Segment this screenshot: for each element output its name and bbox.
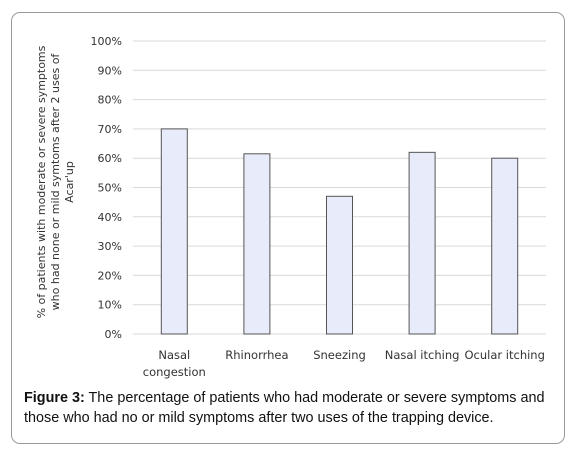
y-tick-label: 90% <box>98 64 122 77</box>
y-tick-label: 100% <box>91 35 122 48</box>
bar <box>326 195 353 335</box>
bars <box>160 128 519 335</box>
y-tick-label: 10% <box>98 299 122 312</box>
figure-frame <box>11 12 565 444</box>
y-tick-label: 50% <box>98 182 122 195</box>
x-tick-label: Ocular itching <box>465 348 545 362</box>
figure-label: Figure 3: <box>24 390 85 406</box>
x-tick-label: Nasal itching <box>385 348 460 362</box>
y-axis-label: % of patients with moderate or severe sy… <box>35 37 77 327</box>
y-tick-label: 30% <box>98 240 122 253</box>
x-tick-label: congestion <box>143 365 206 379</box>
gridlines <box>133 40 546 335</box>
y-tick-label: 60% <box>98 152 122 165</box>
x-tick-labels: Nasal congestion Rhinorrhea Sneezing Nasal i… <box>143 348 545 379</box>
y-tick-label: 0% <box>105 328 122 341</box>
bar <box>160 128 188 335</box>
y-axis-label-line-2: who had none or mild symtoms after 2 use… <box>49 53 62 311</box>
y-tick-label: 80% <box>98 94 122 107</box>
y-tick-label: 70% <box>98 123 122 136</box>
x-tick-label: Nasal <box>158 348 190 362</box>
y-axis-label-line-1: % of patients with moderate or severe sy… <box>35 45 48 319</box>
caption-text: The percentage of patients who had moder… <box>24 390 545 426</box>
y-axis-label-line-3: Acar'up <box>63 161 76 203</box>
x-tick-label: Rhinorrhea <box>225 348 288 362</box>
x-tick-label: Sneezing <box>313 348 366 362</box>
bar <box>408 151 436 335</box>
bar <box>243 153 271 335</box>
y-tick-labels: 0% 10% 20% 30% 40% 50% 60% 70% 80% 90% 100% <box>91 35 122 341</box>
figure-caption: Figure 3: The percentage of patients who… <box>24 388 558 428</box>
bar <box>491 157 519 335</box>
y-tick-label: 20% <box>98 269 122 282</box>
y-tick-label: 40% <box>98 211 122 224</box>
